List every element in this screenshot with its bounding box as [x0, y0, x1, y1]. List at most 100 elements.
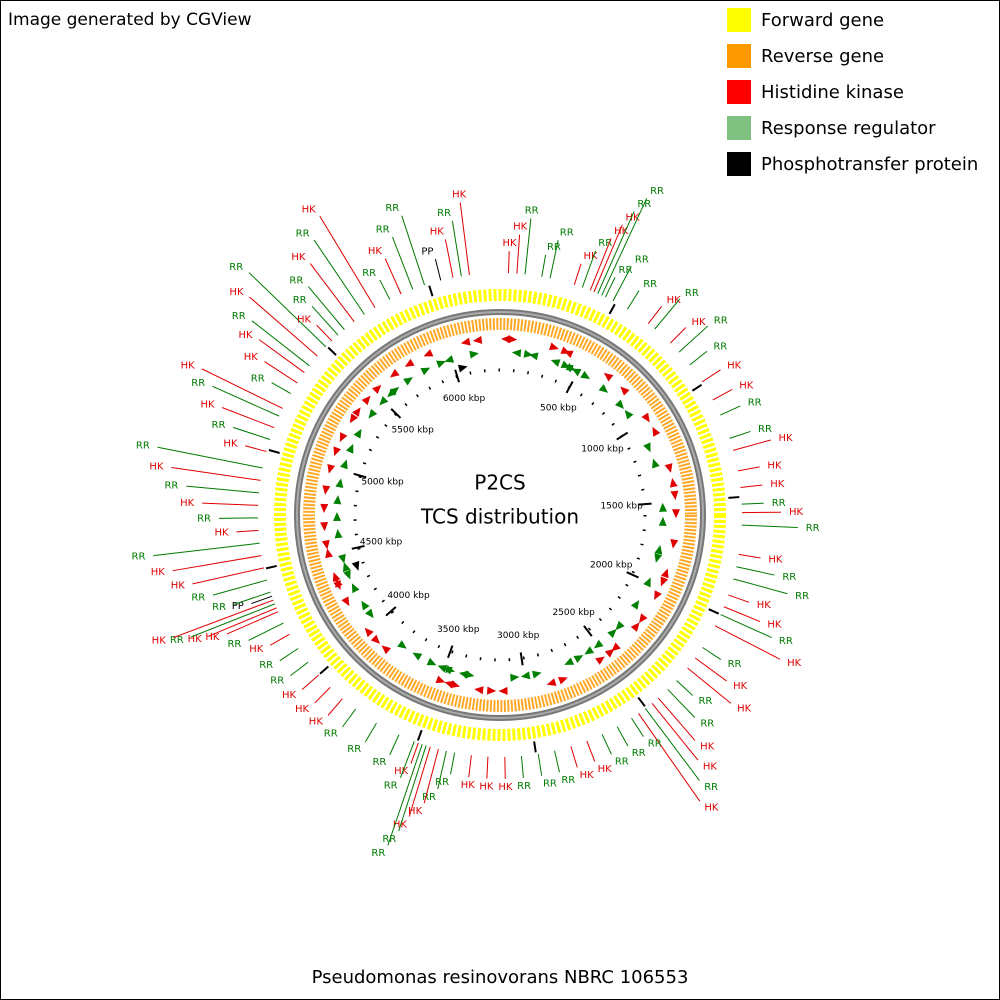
feature-line: [392, 236, 414, 290]
feature-label: RR: [289, 276, 303, 287]
feature-marker: [437, 665, 448, 673]
feature-line: [626, 290, 640, 310]
feature-line: [191, 603, 276, 638]
feature-marker: [498, 686, 508, 695]
feature-marker: [321, 539, 330, 550]
feature-label: RR: [728, 659, 742, 670]
feature-label: RR: [371, 848, 385, 859]
feature-marker: [474, 686, 484, 695]
feature-label: RR: [324, 728, 338, 739]
feature-label: RR: [700, 718, 714, 729]
feature-marker: [654, 553, 663, 563]
feature-label: HK: [704, 803, 719, 814]
scale-label: 6000 kbp: [443, 394, 486, 404]
feature-label: RR: [164, 480, 178, 491]
outer-tick: [268, 449, 280, 454]
feature-marker: [654, 544, 663, 555]
feature-marker: [372, 384, 382, 395]
feature-line: [233, 591, 271, 605]
feature-marker: [349, 413, 359, 424]
feature-marker: [343, 569, 351, 580]
feature-marker: [598, 384, 609, 393]
feature-label: RR: [191, 378, 205, 389]
feature-label: RR: [632, 748, 646, 759]
feature-marker: [565, 362, 576, 371]
rings: [274, 289, 726, 741]
feature-marker: [420, 367, 431, 376]
outer-tick: [608, 303, 616, 315]
feature-marker: [320, 521, 329, 532]
feature-line: [694, 657, 727, 682]
feature-label: HK: [239, 330, 254, 341]
scale-label: 2000 kbp: [590, 561, 633, 571]
feature-label: RR: [372, 757, 386, 768]
feature-marker: [487, 686, 497, 695]
feature-label: RR: [704, 782, 718, 793]
feature-marker: [660, 576, 669, 587]
feature-line: [408, 746, 431, 817]
feature-marker: [334, 529, 343, 539]
feature-label: RR: [648, 738, 662, 749]
forward-gene-track: [274, 289, 726, 741]
feature-marker: [460, 337, 471, 346]
feature-label: HK: [430, 227, 445, 238]
feature-line: [738, 553, 761, 559]
feature-label: RR: [435, 777, 449, 788]
feature-marker: [469, 350, 479, 359]
feature-marker: [501, 335, 511, 344]
scale-label: 4500 kbp: [360, 538, 403, 548]
feature-marker: [365, 608, 374, 619]
feature-line: [434, 258, 442, 281]
feature-label: HK: [625, 212, 640, 223]
feature-marker: [624, 409, 634, 420]
legend-label: Response regulator: [761, 118, 936, 139]
feature-line: [308, 286, 345, 330]
feature-label: HK: [757, 600, 772, 611]
backbone-highlight: [296, 311, 704, 719]
feature-line: [741, 502, 764, 505]
feature-label: HK: [152, 635, 167, 646]
feature-line: [486, 756, 489, 779]
feature-marker: [643, 577, 651, 588]
feature-label: HK: [149, 461, 164, 472]
feature-line: [586, 740, 596, 762]
feature-line: [212, 579, 268, 596]
legend-swatch: [727, 80, 751, 104]
scale-label: 2500 kbp: [552, 608, 595, 618]
feature-line: [676, 680, 693, 696]
feature-label: HK: [779, 433, 794, 444]
feature-label: HK: [291, 252, 306, 263]
feature-marker: [614, 399, 624, 410]
feature-line: [364, 722, 377, 743]
feature-label: HK: [214, 527, 229, 538]
feature-line: [423, 748, 439, 804]
feature-label: RR: [347, 744, 361, 755]
feature-line: [702, 647, 722, 660]
feature-label: HK: [151, 567, 166, 578]
scale-tick: [351, 544, 365, 550]
feature-label: RR: [758, 424, 772, 435]
scale-label: 1000 kbp: [581, 444, 624, 454]
feature-label: HK: [180, 498, 195, 509]
feature-line: [541, 254, 547, 277]
feature-marker: [332, 572, 341, 582]
feature-marker: [404, 358, 415, 367]
feature-line: [410, 742, 419, 764]
feature-line: [537, 753, 543, 776]
feature-line: [311, 305, 339, 336]
feature-line: [212, 385, 280, 417]
feature-marker: [664, 463, 673, 473]
feature-label: HK: [452, 190, 467, 201]
feature-line: [226, 611, 279, 635]
feature-label: HK: [727, 360, 742, 371]
feature-marker: [641, 412, 650, 423]
feature-label: RR: [197, 513, 211, 524]
feature-line: [264, 361, 298, 384]
feature-line: [319, 215, 376, 309]
feature-line: [589, 238, 612, 291]
feature-marker: [370, 634, 381, 644]
feature-label: RR: [772, 498, 786, 509]
feature-label: RR: [795, 591, 809, 602]
feature-line: [654, 298, 681, 330]
feature-label: HK: [667, 295, 682, 306]
